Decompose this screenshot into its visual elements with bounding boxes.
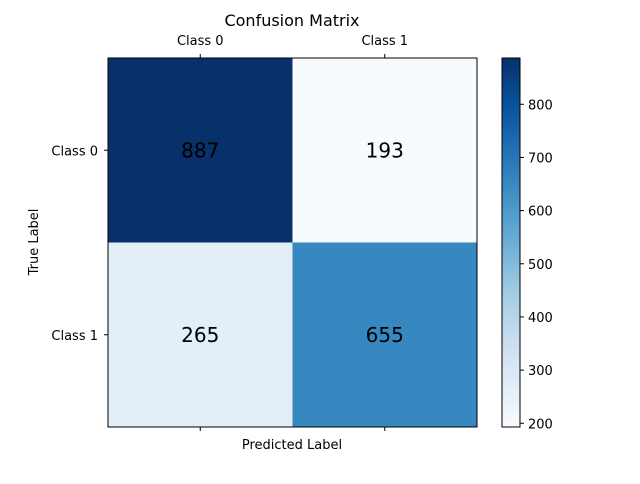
cell-value-0-0: 887 [181,138,219,162]
heatmap-cell-1-1 [292,242,477,427]
y-tick-label-0: Class 0 [51,144,98,159]
colorbar-frame [501,57,521,428]
plot-frame [107,57,478,428]
colorbar: 200 300 400 500 600 700 800 [501,57,553,432]
cell-value-1-0: 265 [181,323,219,347]
cell-value-labels: 887 193 265 655 [181,138,404,347]
heatmap-cell-0-0 [108,58,293,243]
cell-value-1-1: 655 [366,323,404,347]
y-axis-label: True Label [27,209,42,277]
colorbar-tick-label-2: 400 [528,311,553,326]
heatmap-cell-1-0 [108,242,293,427]
heatmap-cells [107,57,478,428]
chart-title: Confusion Matrix [224,11,359,30]
heatmap-cell-0-1 [292,58,477,243]
colorbar-tick-label-4: 600 [528,205,553,220]
colorbar-tick-label-0: 200 [528,417,553,432]
colorbar-fill [502,58,520,427]
colorbar-tick-label-6: 800 [528,98,553,113]
colorbar-tick-label-1: 300 [528,364,553,379]
axis-ticks: Class 0 Class 1 Class 0 Class 1 [51,34,408,431]
cell-value-0-1: 193 [366,138,404,162]
x-tick-label-1: Class 1 [361,34,408,49]
y-tick-label-1: Class 1 [51,329,98,344]
colorbar-tick-label-3: 500 [528,258,553,273]
x-tick-label-0: Class 0 [177,34,224,49]
colorbar-tick-label-5: 700 [528,151,553,166]
x-axis-label: Predicted Label [242,438,342,453]
